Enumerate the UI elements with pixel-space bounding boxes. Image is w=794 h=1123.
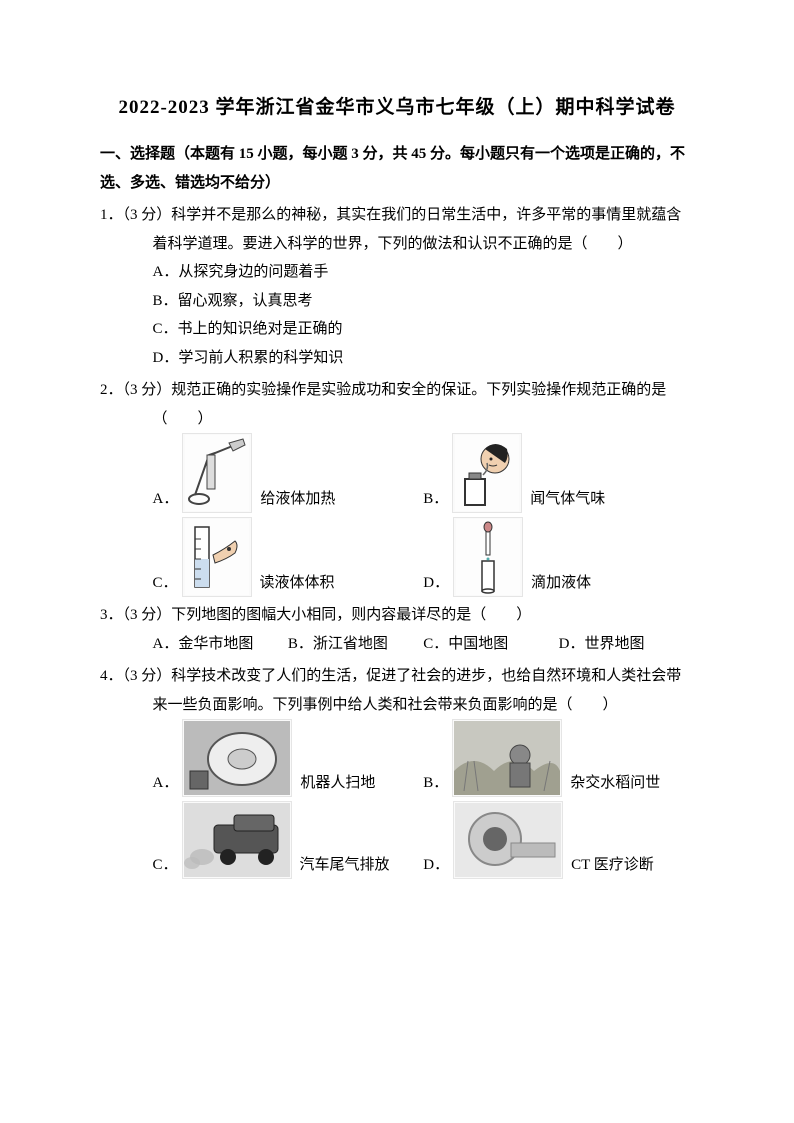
q4-row-1: A． 机器人扫地 B．	[153, 719, 695, 797]
dropper-icon	[453, 517, 523, 597]
q2-c-caption: 读液体体积	[260, 569, 335, 598]
q1-option-c: C．书上的知识绝对是正确的	[153, 315, 695, 344]
q2-option-a: A． 给液体加热	[153, 433, 424, 513]
q4-d-letter: D．	[423, 851, 449, 880]
q1-option-d: D．学习前人积累的科学知识	[153, 344, 695, 373]
q1-stem: 1．（3 分）科学并不是那么的神秘，其实在我们的日常生活中，许多平常的事情里就蕴…	[100, 201, 694, 258]
q4-option-b: B． 杂交水稻问世	[423, 719, 694, 797]
smell-gas-icon	[452, 433, 522, 513]
q4-stem: 4．（3 分）科学技术改变了人们的生活，促进了社会的进步，也给自然环境和人类社会…	[100, 662, 694, 719]
q4-c-caption: 汽车尾气排放	[300, 851, 390, 880]
hybrid-rice-icon	[452, 719, 562, 797]
q3-option-c: C．中国地图	[423, 630, 558, 659]
q2-c-letter: C．	[153, 569, 178, 598]
q4-option-a: A． 机器人扫地	[153, 719, 424, 797]
q4-option-d: D． CT 医疗诊断	[423, 801, 694, 879]
q4-b-caption: 杂交水稻问世	[570, 769, 660, 798]
q2-option-b: B． 闻气体气味	[423, 433, 694, 513]
ct-scanner-icon	[453, 801, 563, 879]
robot-vacuum-icon	[182, 719, 292, 797]
q4-image-options: A． 机器人扫地 B．	[100, 719, 694, 879]
page-title: 2022-2023 学年浙江省金华市义乌市七年级（上）期中科学试卷	[100, 90, 694, 126]
question-4: 4．（3 分）科学技术改变了人们的生活，促进了社会的进步，也给自然环境和人类社会…	[100, 662, 694, 879]
section-1-line-1: 一、选择题（本题有 15 小题，每小题 3 分，共 45 分。每小题只有一个选项…	[100, 146, 685, 162]
q2-option-c: C．	[153, 517, 424, 597]
q2-row-2: C．	[153, 517, 695, 597]
q1-option-a: A．从探究身边的问题着手	[153, 258, 695, 287]
q2-a-caption: 给液体加热	[260, 485, 335, 514]
q2-d-caption: 滴加液体	[531, 569, 591, 598]
q4-b-letter: B．	[423, 769, 448, 798]
q4-a-letter: A．	[153, 769, 179, 798]
question-3: 3．（3 分）下列地图的图幅大小相同，则内容最详尽的是（ ） A．金华市地图 B…	[100, 601, 694, 658]
q3-option-d: D．世界地图	[559, 630, 694, 659]
q3-stem: 3．（3 分）下列地图的图幅大小相同，则内容最详尽的是（ ）	[100, 601, 694, 630]
q4-option-c: C． 汽车尾气排放	[153, 801, 424, 879]
q4-a-caption: 机器人扫地	[300, 769, 375, 798]
q2-option-d: D． 滴加液体	[423, 517, 694, 597]
q2-b-caption: 闻气体气味	[530, 485, 605, 514]
q4-c-letter: C．	[153, 851, 178, 880]
q4-row-2: C． 汽车尾气排放	[153, 801, 695, 879]
q2-a-letter: A．	[153, 485, 179, 514]
q1-options: A．从探究身边的问题着手 B．留心观察，认真思考 C．书上的知识绝对是正确的 D…	[100, 258, 694, 372]
q3-options: A．金华市地图 B．浙江省地图 C．中国地图 D．世界地图	[100, 630, 694, 659]
question-2: 2．（3 分）规范正确的实验操作是实验成功和安全的保证。下列实验操作规范正确的是…	[100, 376, 694, 597]
q2-image-options: A． 给液体加热 B．	[100, 433, 694, 597]
question-1: 1．（3 分）科学并不是那么的神秘，其实在我们的日常生活中，许多平常的事情里就蕴…	[100, 201, 694, 372]
car-exhaust-icon	[182, 801, 292, 879]
q4-d-caption: CT 医疗诊断	[571, 851, 654, 880]
section-1-line-2: 选、多选、错选均不给分）	[100, 175, 280, 191]
exam-page: 2022-2023 学年浙江省金华市义乌市七年级（上）期中科学试卷 一、选择题（…	[0, 0, 794, 1123]
q3-option-b: B．浙江省地图	[288, 630, 423, 659]
q2-row-1: A． 给液体加热 B．	[153, 433, 695, 513]
q1-option-b: B．留心观察，认真思考	[153, 287, 695, 316]
read-volume-icon	[182, 517, 252, 597]
q2-b-letter: B．	[423, 485, 448, 514]
section-1-heading: 一、选择题（本题有 15 小题，每小题 3 分，共 45 分。每小题只有一个选项…	[100, 140, 694, 197]
heating-liquid-icon	[182, 433, 252, 513]
q2-stem: 2．（3 分）规范正确的实验操作是实验成功和安全的保证。下列实验操作规范正确的是…	[100, 376, 694, 433]
q2-d-letter: D．	[423, 569, 449, 598]
q3-option-a: A．金华市地图	[153, 630, 288, 659]
